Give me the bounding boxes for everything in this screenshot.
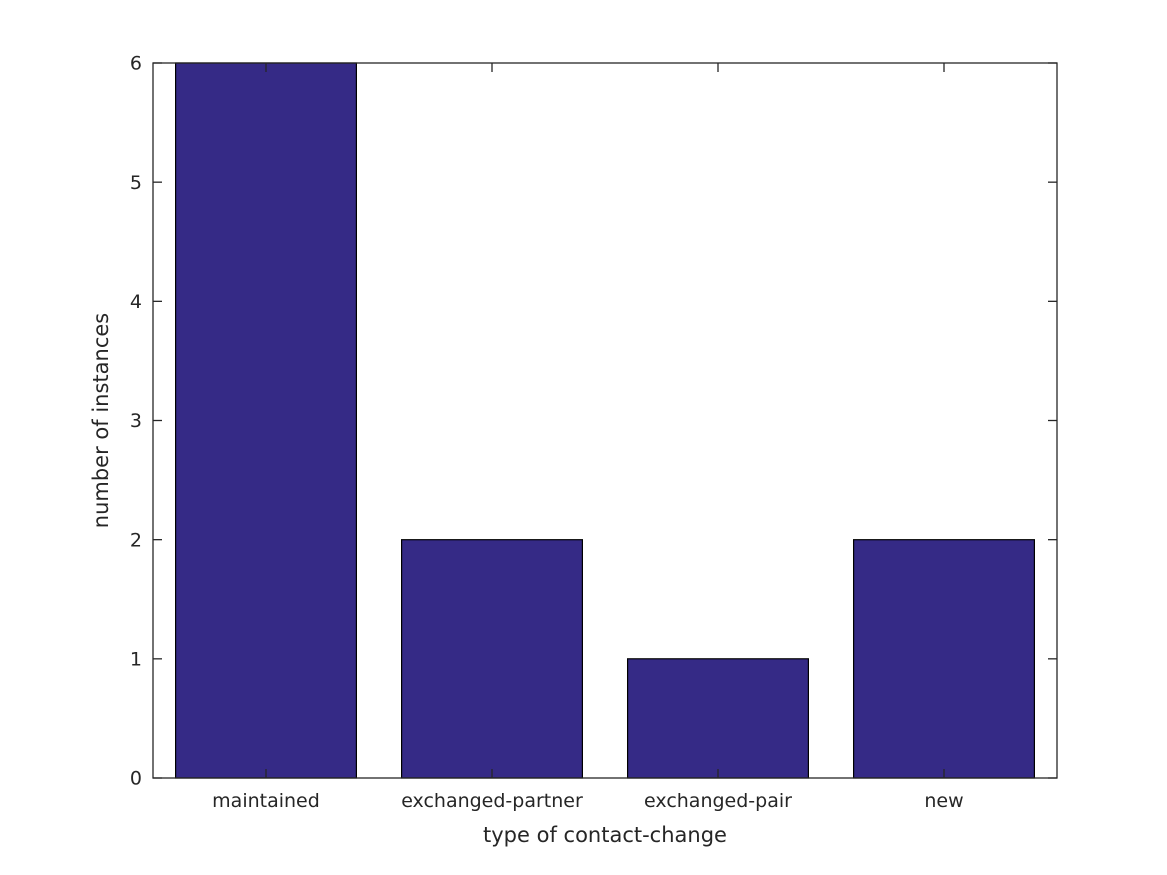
x-tick-label: new xyxy=(924,790,963,812)
y-tick-label: 1 xyxy=(130,648,142,670)
bar-exchanged-partner xyxy=(401,539,584,779)
y-axis-label: number of instances xyxy=(89,313,113,528)
y-tick-label: 0 xyxy=(130,768,142,790)
x-tick-label: exchanged-pair xyxy=(644,790,792,812)
y-tick-label: 2 xyxy=(130,529,142,551)
x-axis-label: type of contact-change xyxy=(483,823,727,847)
y-tick-label: 6 xyxy=(130,53,142,75)
x-tick-label: maintained xyxy=(212,790,320,812)
x-tick-label: exchanged-partner xyxy=(401,790,583,812)
bar-maintained xyxy=(175,62,358,779)
y-tick-label: 4 xyxy=(130,291,142,313)
bar-exchanged-pair xyxy=(626,658,809,779)
bar-new xyxy=(852,539,1035,779)
y-tick-label: 5 xyxy=(130,172,142,194)
y-tick-label: 3 xyxy=(130,410,142,432)
